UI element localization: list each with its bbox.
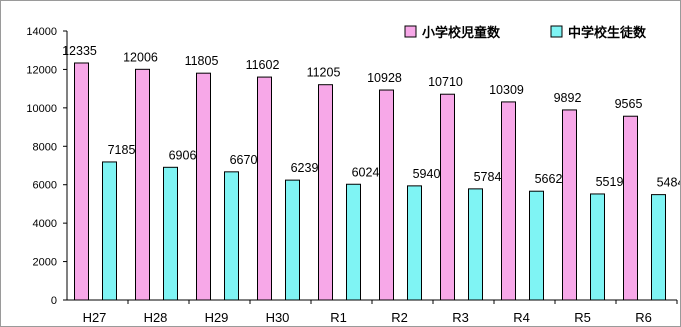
data-label-series-0: 12006 xyxy=(123,50,158,64)
data-label-series-0: 11602 xyxy=(246,58,280,72)
y-tick-label: 6000 xyxy=(33,180,57,192)
legend: 小学校児童数 中学校生徒数 xyxy=(404,25,647,41)
x-category-label: R1 xyxy=(330,310,347,325)
data-label-series-0: 9565 xyxy=(615,97,643,111)
data-label-series-1: 6670 xyxy=(230,153,258,167)
data-label-series-0: 10309 xyxy=(489,83,524,97)
bar-series-1 xyxy=(651,194,666,301)
x-category-label: R3 xyxy=(452,310,469,325)
y-tick-label: 14000 xyxy=(26,26,57,38)
bar-series-0 xyxy=(257,76,272,301)
x-category-label: R2 xyxy=(391,310,408,325)
x-category-label: R5 xyxy=(574,310,591,325)
bar-series-1 xyxy=(529,190,544,301)
data-label-series-1: 5484 xyxy=(657,176,680,190)
legend-swatch-series-1 xyxy=(550,25,563,38)
x-category-label: H29 xyxy=(205,310,229,325)
y-tick-label: 10000 xyxy=(26,103,57,115)
y-axis-ticks: 0 2000 4000 6000 8000 10000 12000 14000 xyxy=(26,26,67,307)
bar-series-1 xyxy=(102,161,117,301)
data-label-series-1: 6906 xyxy=(169,148,197,162)
data-label-series-1: 7185 xyxy=(108,143,136,157)
x-category-label: H28 xyxy=(144,310,168,325)
data-label-series-0: 9892 xyxy=(554,91,582,105)
data-label-series-1: 6024 xyxy=(352,165,380,179)
data-label-series-1: 5940 xyxy=(413,167,441,181)
y-tick-label: 0 xyxy=(51,295,57,307)
bar-series-0 xyxy=(623,115,638,301)
data-label-series-1: 5662 xyxy=(535,172,563,186)
bar-series-1 xyxy=(468,188,483,301)
x-category-label: R6 xyxy=(635,310,652,325)
bar-series-0 xyxy=(318,84,333,301)
bar-series-1 xyxy=(407,185,422,301)
bar-series-0 xyxy=(562,109,577,301)
data-labels: 12335 7185 12006 6906 11805 6670 11602 6239 1120… xyxy=(62,44,680,190)
data-label-series-1: 5519 xyxy=(596,175,624,189)
bar-series-0 xyxy=(135,68,150,301)
bar-series-0 xyxy=(74,62,89,301)
data-label-series-1: 6239 xyxy=(291,161,319,175)
data-label-series-0: 11205 xyxy=(307,66,341,80)
bar-series-1 xyxy=(346,183,361,301)
bar-series-1 xyxy=(163,166,178,301)
legend-label-series-1: 中学校生徒数 xyxy=(568,25,647,41)
y-tick-label: 4000 xyxy=(33,218,57,230)
data-label-series-1: 5784 xyxy=(474,170,502,184)
legend-label-series-0: 小学校児童数 xyxy=(422,25,501,41)
bar-series-1 xyxy=(590,193,605,301)
bar-series-0 xyxy=(196,72,211,301)
data-label-series-0: 10710 xyxy=(428,75,463,89)
bar-series-1 xyxy=(285,179,300,301)
y-tick-label: 8000 xyxy=(33,141,57,153)
bar-series-0 xyxy=(501,101,516,301)
x-category-label: R4 xyxy=(513,310,530,325)
data-label-series-0: 10928 xyxy=(367,71,402,85)
x-category-label: H30 xyxy=(266,310,290,325)
bar-series-0 xyxy=(440,93,455,301)
bar-series-0 xyxy=(379,89,394,301)
bar-series-1 xyxy=(224,171,239,301)
x-category-label: H27 xyxy=(83,310,107,325)
data-label-series-0: 11805 xyxy=(185,54,219,68)
y-tick-label: 2000 xyxy=(33,257,57,269)
y-tick-label: 12000 xyxy=(26,64,57,76)
data-label-series-0: 12335 xyxy=(62,44,97,58)
legend-swatch-series-0 xyxy=(404,25,417,38)
x-axis-categories: H27 H28 H29 H30 R1 R2 R3 R4 R5 R6 xyxy=(83,300,678,325)
